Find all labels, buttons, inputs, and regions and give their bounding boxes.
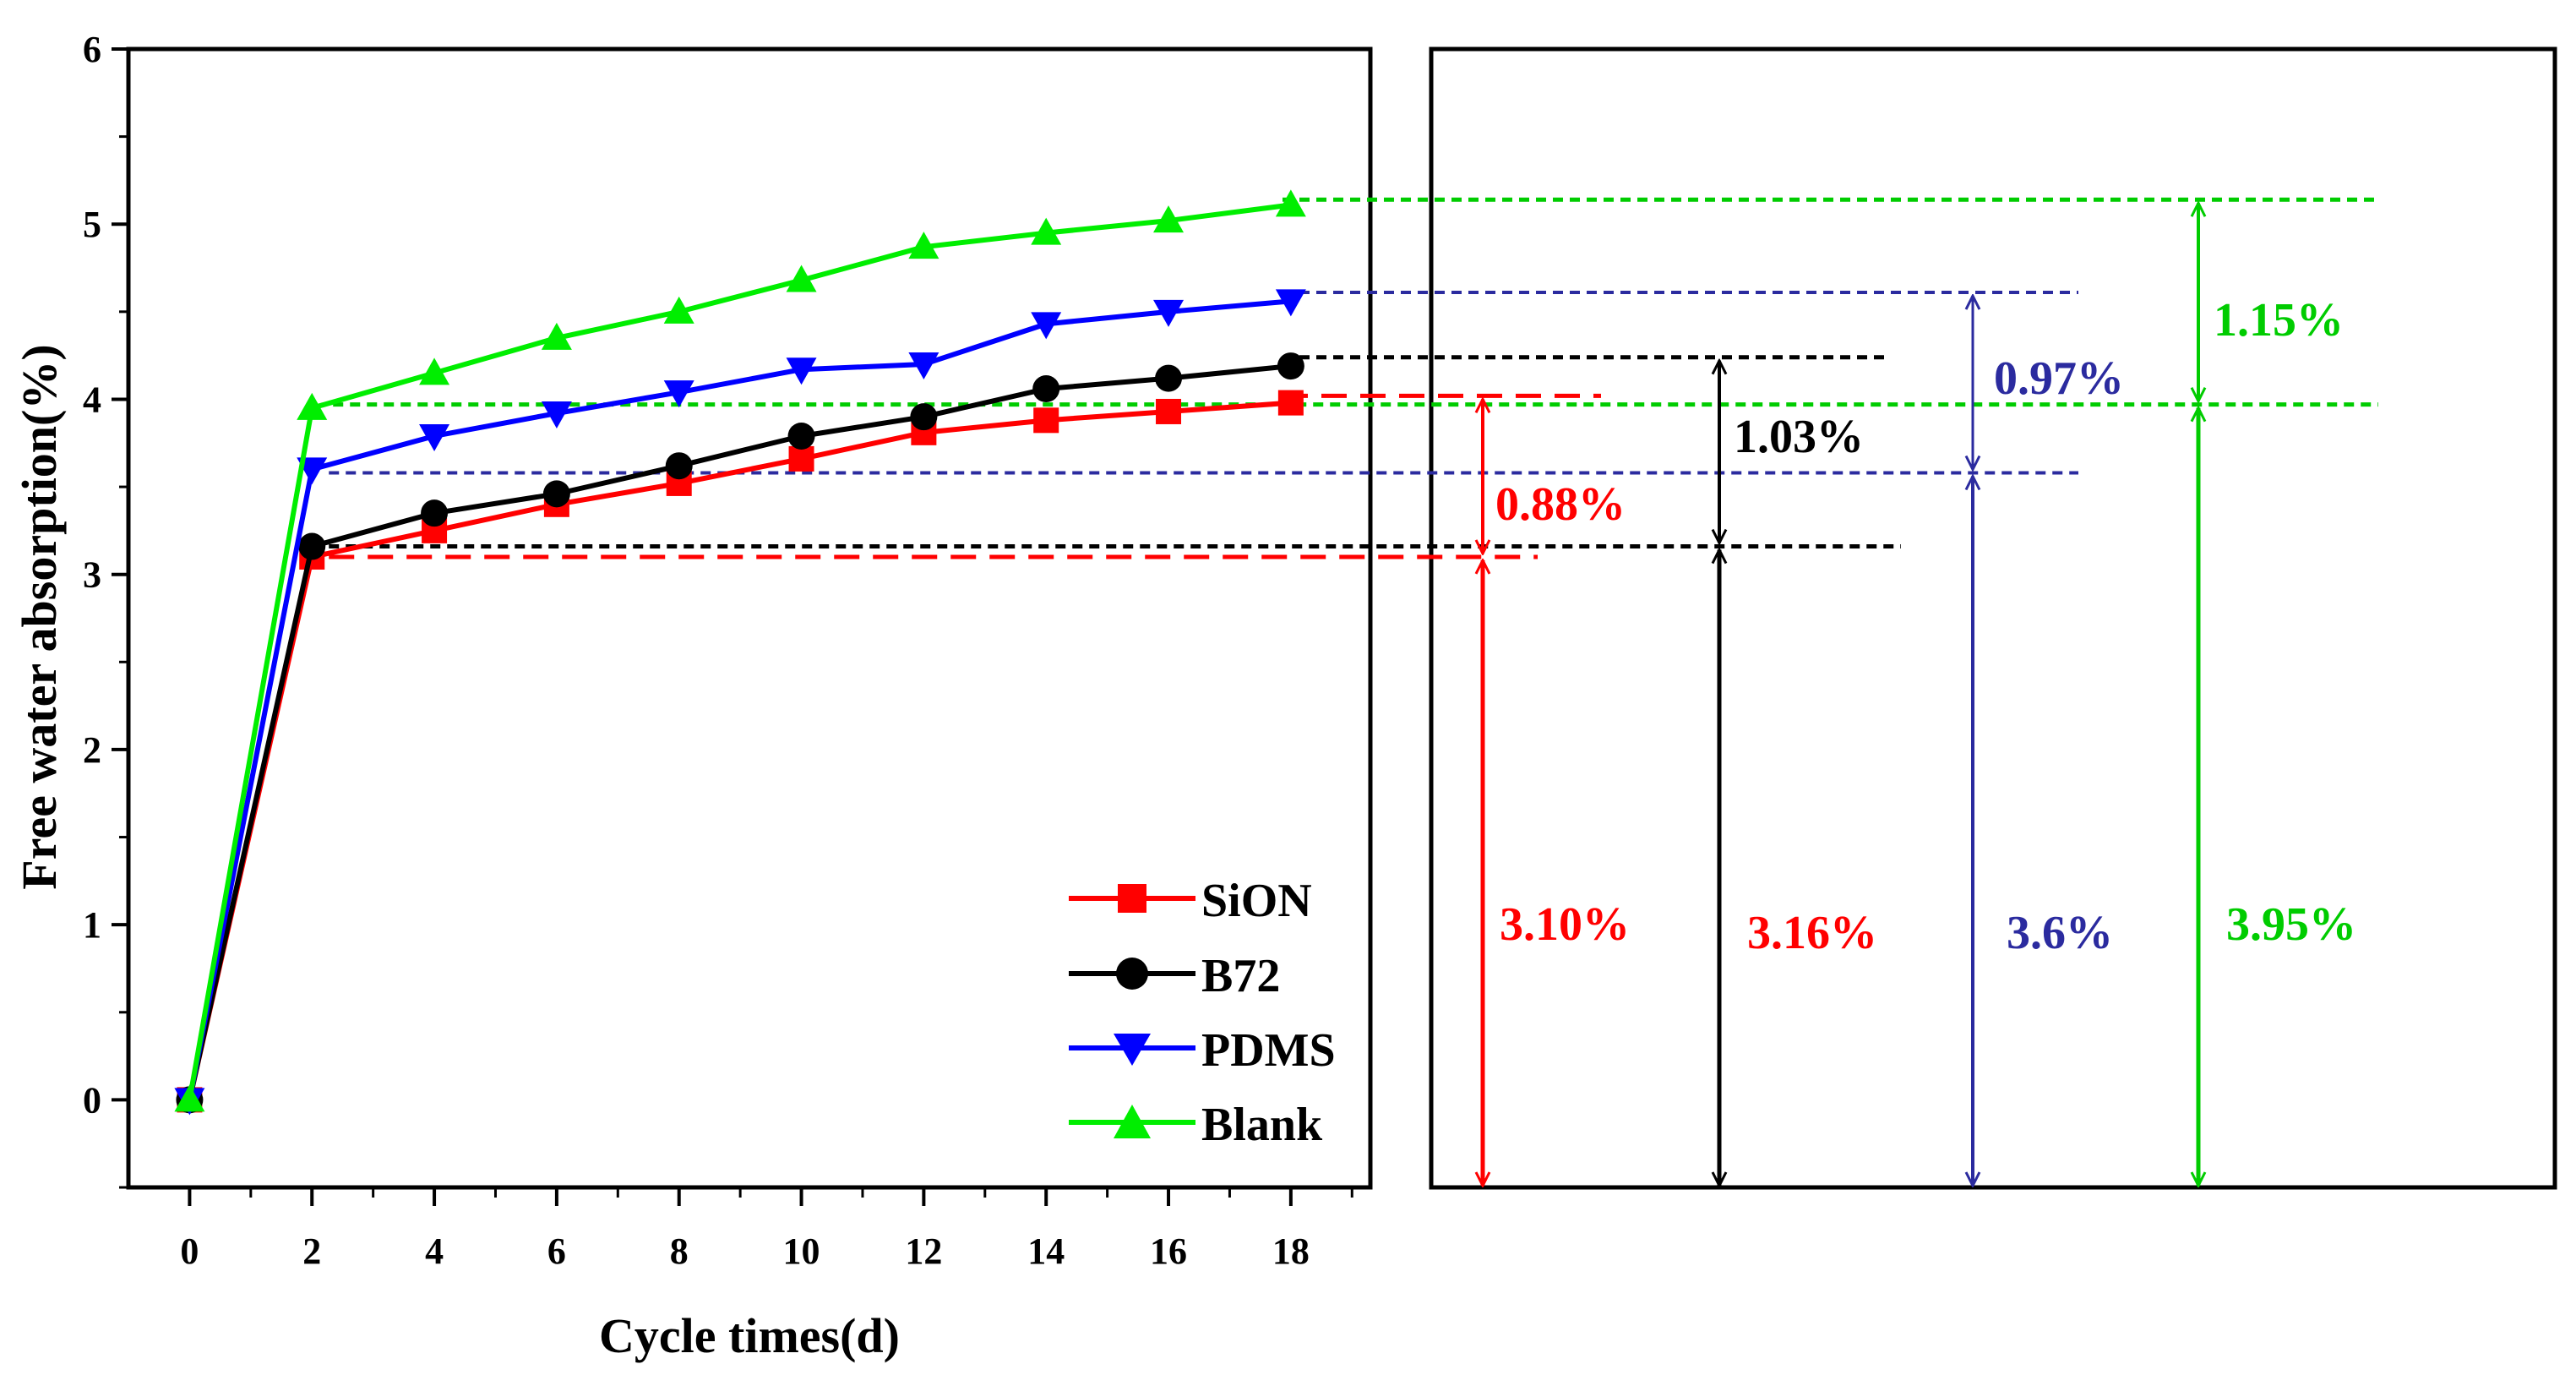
data-point-b72 (421, 499, 449, 527)
series-line-blank (187, 202, 1292, 1100)
data-point-pdms (1031, 312, 1062, 340)
x-tick-label: 10 (783, 1230, 820, 1272)
data-point-pdms (786, 357, 817, 385)
x-tick-label: 14 (1027, 1230, 1065, 1272)
data-point-pdms (1275, 289, 1306, 317)
y-tick-label: 6 (83, 29, 101, 70)
data-point-blank (1275, 189, 1306, 217)
data-point-b72 (1155, 364, 1183, 392)
y-tick-label: 5 (83, 204, 101, 245)
legend-label-b72: B72 (1201, 950, 1280, 1002)
data-point-blank (663, 296, 694, 324)
data-point-sion (788, 445, 814, 472)
legend-item-blank: Blank (1069, 1099, 1323, 1151)
data-point-sion (1033, 407, 1059, 434)
increase-label-b72: 1.03% (1734, 411, 1864, 463)
data-point-pdms (908, 352, 939, 380)
x-tick-label: 12 (905, 1230, 942, 1272)
data-point-b72 (542, 480, 570, 508)
y-tick-label: 4 (83, 379, 101, 420)
data-point-pdms (663, 380, 694, 408)
data-point-b72 (665, 452, 693, 480)
data-point-b72 (298, 532, 326, 560)
increase-label-blank: 1.15% (2214, 294, 2344, 346)
increase-label-pdms: 0.97% (1994, 352, 2124, 405)
data-point-sion (1156, 398, 1182, 424)
data-point-blank (1153, 205, 1185, 233)
legend: SiON B72 PDMS Blank (1069, 875, 1336, 1151)
series-line-pdms (187, 298, 1292, 1100)
series-line-sion (187, 400, 1292, 1101)
data-point-b72 (1277, 352, 1304, 380)
base-label-blank: 3.95% (2226, 898, 2356, 951)
x-tick-label: 6 (547, 1230, 566, 1272)
base-label-b72: 3.16% (1747, 907, 1877, 959)
data-point-pdms (541, 401, 572, 429)
series-line-b72 (187, 363, 1292, 1101)
data-point-b72 (910, 403, 938, 431)
legend-label-blank: Blank (1201, 1099, 1323, 1151)
data-point-b72 (787, 422, 815, 450)
data-point-blank (541, 322, 572, 350)
data-point-blank (786, 265, 817, 292)
reference-guides (329, 197, 2378, 559)
data-point-pdms (419, 423, 450, 451)
legend-label-pdms: PDMS (1201, 1024, 1336, 1077)
y-tick-label: 1 (83, 904, 101, 946)
data-point-pdms (1153, 299, 1185, 327)
x-tick-label: 0 (180, 1230, 199, 1272)
series-layer (174, 189, 1306, 1116)
data-point-blank (419, 357, 450, 385)
x-tick-label: 2 (302, 1230, 321, 1272)
data-point-blank (297, 392, 328, 420)
x-axis-label: Cycle times(d) (599, 1308, 900, 1363)
legend-item-b72: B72 (1069, 950, 1280, 1002)
data-point-blank (174, 1084, 205, 1112)
data-point-blank (1031, 217, 1062, 245)
x-tick-label: 18 (1272, 1230, 1310, 1272)
axis-ticks (112, 47, 1353, 1206)
data-point-sion (1277, 390, 1304, 416)
increase-label-sion: 0.88% (1495, 478, 1626, 531)
y-tick-label: 3 (83, 554, 101, 596)
annotation-frame (1429, 46, 2557, 1190)
legend-item-pdms: PDMS (1069, 1024, 1336, 1077)
data-point-blank (908, 232, 939, 259)
plot-frame (126, 46, 1373, 1190)
x-tick-label: 16 (1150, 1230, 1187, 1272)
x-tick-label: 8 (670, 1230, 689, 1272)
data-point-b72 (1032, 375, 1060, 403)
base-label-sion: 3.10% (1500, 898, 1630, 951)
x-tick-label: 4 (425, 1230, 444, 1272)
legend-item-sion: SiON (1069, 875, 1312, 927)
y-tick-label: 2 (83, 729, 101, 771)
annotation-layer: 3.10% 0.88% 3.16% 1.03% 3.6% 0.97% 3.95% 1.15% (1483, 203, 2356, 1186)
y-tick-label: 0 (83, 1079, 101, 1121)
y-axis-label: Free water absorption(%) (12, 344, 67, 889)
base-label-pdms: 3.6% (2007, 907, 2113, 959)
legend-label-sion: SiON (1201, 875, 1312, 927)
